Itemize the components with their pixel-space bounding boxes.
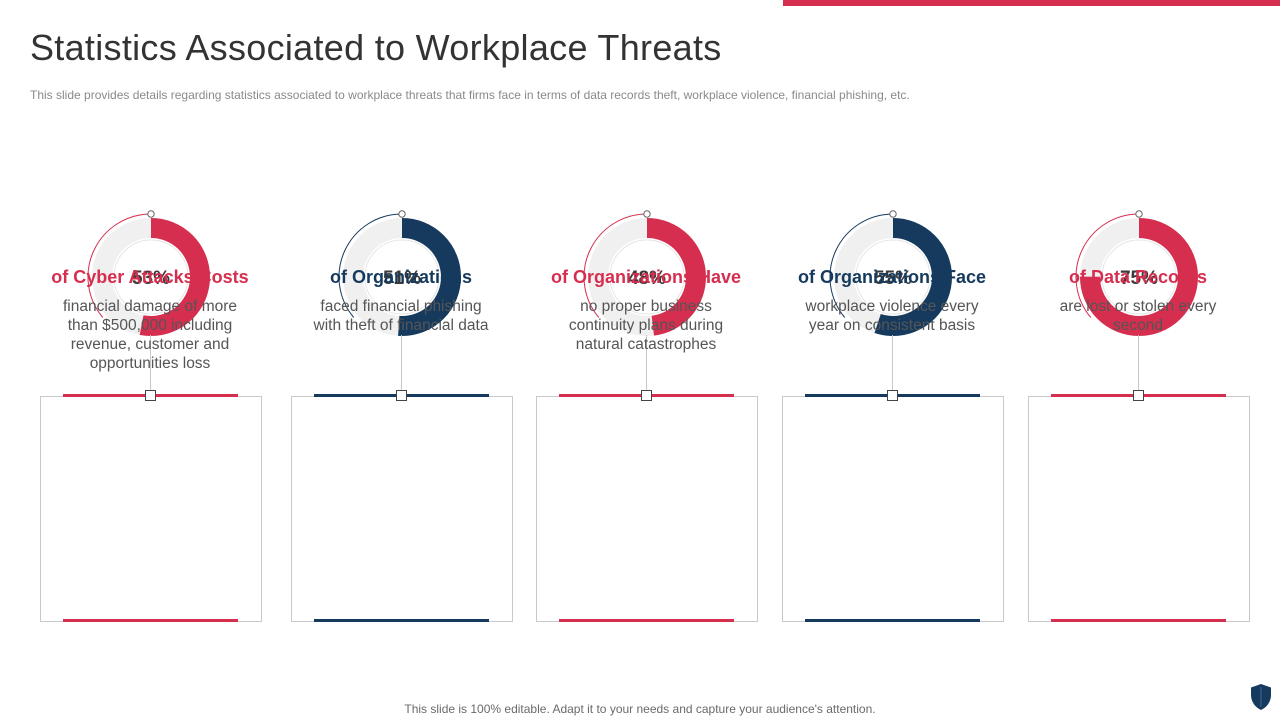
donut-center <box>113 239 189 315</box>
connector-line <box>401 335 402 391</box>
donut-center <box>1101 239 1177 315</box>
card-bottom-bar <box>63 619 238 622</box>
card-heading: of Organizations Face <box>797 267 987 287</box>
page-subtitle: This slide provides details regarding st… <box>30 88 910 102</box>
donut-center <box>609 239 685 315</box>
card-description: workplace violence every year on consist… <box>805 298 979 334</box>
card-bottom-bar <box>805 619 980 622</box>
donut-chart: 53% <box>87 210 210 336</box>
stat-card <box>536 396 758 622</box>
donut-knob <box>1135 210 1143 218</box>
donut-outer-arc <box>338 213 403 318</box>
donut-chart: 75% <box>1075 210 1198 336</box>
connector-node <box>641 390 652 401</box>
donut-outer-arc <box>1075 213 1140 318</box>
donut-value-arc <box>834 218 952 336</box>
connector-line <box>892 335 893 391</box>
donut-value-arc <box>1080 218 1198 336</box>
percent-label: 53% <box>132 268 170 289</box>
donut-center <box>855 239 931 315</box>
card-bottom-bar <box>314 619 489 622</box>
stat-item: 51% of Organizations faced financial phish… <box>291 205 513 625</box>
card-description: financial damage of more than $500,000 i… <box>62 298 238 372</box>
connector-node <box>1133 390 1144 401</box>
card-description: no proper business continuity plans duri… <box>568 298 724 353</box>
percent-label: 51% <box>383 268 421 289</box>
footer-note: This slide is 100% editable. Adapt it to… <box>404 702 876 716</box>
stat-item: 48% of Organizations Have no proper busine… <box>536 205 758 625</box>
donut-chart: 51% <box>338 210 461 336</box>
stat-card <box>40 396 262 622</box>
donut-value-arc <box>588 218 706 336</box>
stat-item: 55% of Organizations Face workplace violen… <box>782 205 1004 625</box>
stat-item: 53% of Cyber Attacks Costs financial damag… <box>40 205 262 625</box>
card-heading: of Organizations Have <box>550 267 742 287</box>
connector-line <box>1138 335 1139 391</box>
card-bottom-bar <box>1051 619 1226 622</box>
donut-knob <box>889 210 897 218</box>
donut-knob <box>398 210 406 218</box>
donut-chart: 48% <box>583 210 706 336</box>
stat-item: 75% of Data Records are lost or stolen eve… <box>1028 205 1250 625</box>
connector-line <box>150 335 151 391</box>
donut-knob <box>643 210 651 218</box>
shield-icon <box>1251 684 1271 710</box>
connector-node <box>887 390 898 401</box>
page-title: Statistics Associated to Workplace Threa… <box>30 27 722 68</box>
card-bottom-bar <box>559 619 734 622</box>
stat-card <box>291 396 513 622</box>
donut-knob <box>147 210 155 218</box>
donut-value-arc <box>343 218 461 336</box>
percent-label: 48% <box>628 268 666 289</box>
percent-label: 55% <box>874 268 912 289</box>
donut-outer-arc <box>583 213 648 318</box>
connector-line <box>646 335 647 391</box>
donut-outer-arc <box>829 213 894 318</box>
stat-card <box>782 396 1004 622</box>
card-heading: of Data Records <box>1068 267 1208 287</box>
card-heading: of Organizations <box>329 267 472 287</box>
card-description: are lost or stolen every second <box>1059 298 1217 334</box>
card-heading: of Cyber Attacks Costs <box>51 267 249 287</box>
donut-chart: 55% <box>829 210 952 336</box>
stat-card <box>1028 396 1250 622</box>
top-accent-bar <box>783 0 1280 6</box>
percent-label: 75% <box>1120 268 1158 289</box>
donut-value-arc <box>92 218 210 336</box>
card-description: faced financial phishing with theft of f… <box>313 298 489 334</box>
donut-center <box>364 239 440 315</box>
connector-node <box>396 390 407 401</box>
connector-node <box>145 390 156 401</box>
donut-outer-arc <box>87 213 152 318</box>
